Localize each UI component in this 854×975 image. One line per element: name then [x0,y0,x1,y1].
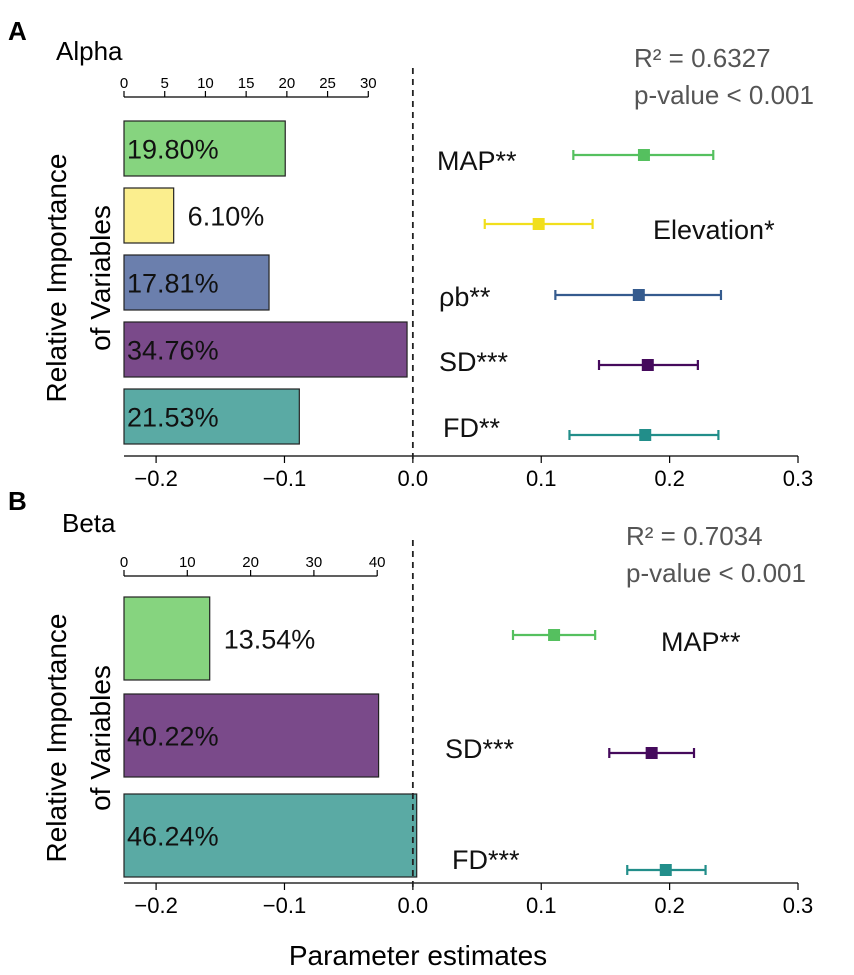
plot-area: 0 10 20 30 40 −0.2 −0.1 0.0 0.1 0.2 0.3 13.54% 40.22… [120,540,813,918]
importance-bar [123,693,380,778]
importance-bar-label: 34.76% [127,336,219,366]
p-value: p-value < 0.001 [634,80,814,110]
estimate-axis-tick-label: 0.0 [398,466,429,491]
estimate-axis-tick-label: −0.2 [134,893,177,918]
estimate-point [637,149,650,161]
importance-axis-tick-label: 5 [161,75,169,92]
variable-label: MAP** [437,146,517,176]
importance-axis-tick-label: 30 [306,554,323,571]
y-axis-title: Relative Importance of Variables [41,153,116,402]
variable-label: Elevation* [653,215,775,245]
importance-axis-tick-label: 20 [279,75,296,92]
importance-axis-tick-label: 15 [238,75,255,92]
panel-a: A Alpha R² = 0.6327 p-value < 0.001 Rela… [8,16,814,491]
panel-b: B Beta R² = 0.7034 p-value < 0.001 Relat… [8,486,813,918]
y-axis-title-line-2: of Variables [85,205,116,351]
estimate-axis-tick-label: −0.1 [263,466,306,491]
plot-area: 0 5 10 15 20 25 30 −0.2 −0.1 0.0 0.1 0.2 0.3 19.80% 6.… [120,68,813,491]
importance-axis-tick-label: 0 [120,75,128,92]
estimate-point [645,747,658,759]
estimate-axis-tick-label: 0.3 [783,893,814,918]
y-axis-title-line-1: Relative Importance [41,153,72,402]
r-squared: R² = 0.6327 [634,43,771,73]
p-value: p-value < 0.001 [626,558,806,588]
importance-axis-tick-label: 10 [179,554,196,571]
importance-axis-tick-label: 40 [369,554,386,571]
variable-label: MAP** [661,627,741,657]
estimate-axis-tick-label: 0.2 [654,893,685,918]
importance-bar [123,388,300,445]
y-axis-title: Relative Importance of Variables [41,613,116,862]
estimate-axis-tick-label: 0.1 [526,893,557,918]
variable-label: ρb** [439,282,491,312]
importance-bar-label: 21.53% [127,403,219,433]
estimate-axis-tick-label: 0.1 [526,466,557,491]
estimate-point [532,218,545,230]
y-axis-title-line-2: of Variables [85,665,116,811]
importance-bar-label: 13.54% [224,625,316,655]
estimate-axis-tick-label: 0.3 [783,466,814,491]
r-squared: R² = 0.7034 [626,521,763,551]
importance-bar-label: 19.80% [127,135,219,165]
importance-bar [123,120,286,177]
y-axis-title-line-1: Relative Importance [41,613,72,862]
importance-bar-label: 40.22% [127,722,219,752]
estimate-axis-tick-label: −0.1 [263,893,306,918]
panel-letter: B [8,486,27,516]
x-axis-title: Parameter estimates [289,940,547,971]
importance-bar [123,187,175,244]
importance-bar-label: 46.24% [127,822,219,852]
variable-label: SD*** [445,734,515,764]
importance-bar-label: 17.81% [127,269,219,299]
panel-title: Alpha [56,36,123,66]
importance-axis-tick-label: 30 [360,75,377,92]
importance-bar-label: 6.10% [188,202,265,232]
estimate-point [659,864,672,876]
importance-axis-tick-label: 20 [242,554,259,571]
variable-label: SD*** [439,347,509,377]
estimate-point [548,629,561,641]
importance-bar [123,596,211,681]
importance-bar [123,793,418,878]
estimate-axis-tick-label: 0.0 [398,893,429,918]
estimate-point [639,429,652,441]
importance-bar [123,254,270,311]
estimate-axis-tick-label: −0.2 [134,466,177,491]
estimate-point [641,359,654,371]
panel-title: Beta [62,508,116,538]
importance-bar [123,321,408,378]
importance-axis-tick-label: 10 [197,75,214,92]
estimate-axis-tick-label: 0.2 [654,466,685,491]
importance-axis-tick-label: 0 [120,554,128,571]
importance-axis-tick-label: 25 [319,75,336,92]
estimate-point [632,289,645,301]
variable-label: FD** [443,413,500,443]
panel-letter: A [8,16,27,46]
variable-label: FD*** [452,845,520,875]
